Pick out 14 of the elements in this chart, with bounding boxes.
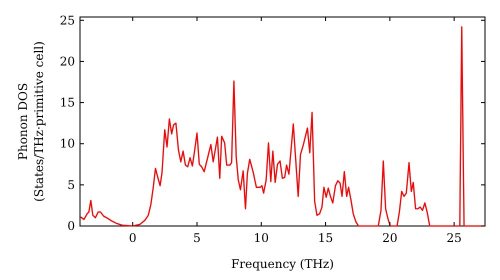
y-axis-title: Phonon DOS (States/THz·primitive cell) xyxy=(16,41,46,202)
x-tick-label: 10 xyxy=(254,231,269,245)
x-tick-label: 15 xyxy=(318,231,334,245)
y-tick-label: 0 xyxy=(67,219,75,233)
y-tick-label: 25 xyxy=(60,13,75,28)
y-tick-label: 15 xyxy=(60,96,75,110)
x-tick-label: 20 xyxy=(382,231,398,245)
x-tick-label: 5 xyxy=(193,231,201,245)
y-tick-label: 10 xyxy=(60,136,75,151)
x-tick-label: 25 xyxy=(446,231,462,245)
y-tick-label: 20 xyxy=(60,54,75,68)
x-axis-title: Frequency (THz) xyxy=(231,257,334,271)
y-tick-label: 5 xyxy=(67,178,75,192)
x-tick-label: 0 xyxy=(128,231,137,245)
